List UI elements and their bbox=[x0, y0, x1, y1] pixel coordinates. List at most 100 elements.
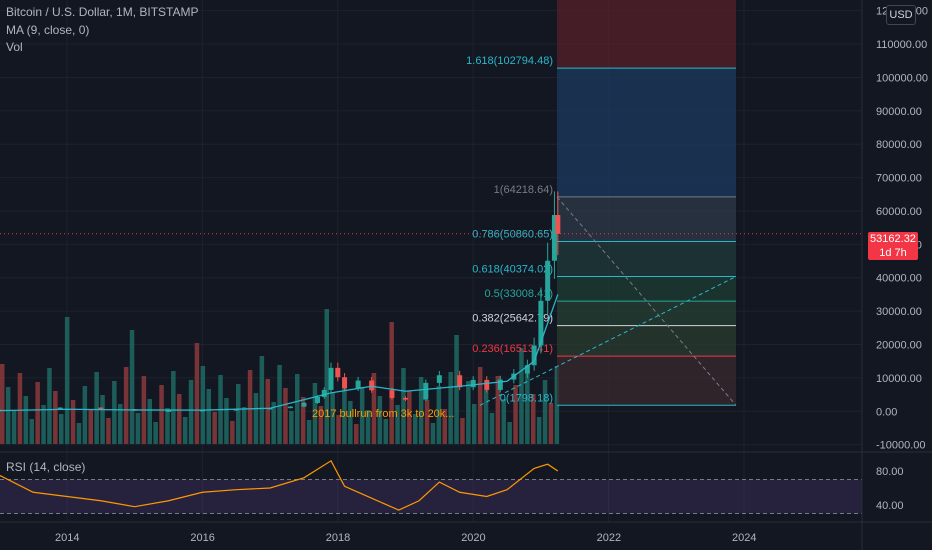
last-price-value: 53162.32 bbox=[870, 233, 916, 245]
candle-body bbox=[233, 409, 239, 411]
chart-title[interactable]: Bitcoin / U.S. Dollar, 1M, BITSTAMP bbox=[6, 5, 199, 19]
volume-bar bbox=[300, 397, 306, 444]
rsi-pane bbox=[0, 459, 862, 514]
candle-body bbox=[538, 300, 544, 346]
volume-bar bbox=[64, 317, 70, 444]
volume-bar bbox=[70, 400, 76, 444]
x-tick-label: 2018 bbox=[326, 532, 350, 544]
volume-bar bbox=[194, 343, 200, 444]
candle-body bbox=[335, 367, 341, 378]
annotation-text: 2017 bullrun from 3k to 20k... bbox=[312, 408, 454, 420]
fib-zone bbox=[557, 356, 736, 406]
candle-body bbox=[436, 375, 442, 383]
rsi-legend[interactable]: RSI (14, close) bbox=[6, 460, 86, 474]
volume-bar bbox=[401, 368, 406, 444]
volume-bar bbox=[519, 348, 524, 444]
volume-bar bbox=[5, 387, 11, 444]
y-tick-label: 110000.00 bbox=[876, 39, 927, 51]
x-tick-label: 2024 bbox=[732, 532, 756, 544]
volume-bar bbox=[525, 371, 530, 444]
rsi-band bbox=[0, 479, 862, 514]
fib-level-label: 0.786(50860.65) bbox=[472, 228, 553, 240]
volume-bar bbox=[230, 421, 235, 444]
volume-bar bbox=[59, 414, 64, 444]
rsi-line bbox=[0, 459, 559, 511]
candle-body bbox=[403, 397, 408, 400]
candle-body bbox=[57, 407, 63, 410]
volume-bar bbox=[342, 378, 347, 444]
candle-body bbox=[524, 365, 530, 374]
currency-badge[interactable]: USD bbox=[886, 5, 916, 25]
y-tick-label: 40000.00 bbox=[876, 273, 922, 285]
volume-bar bbox=[365, 410, 371, 444]
volume-bar bbox=[17, 373, 23, 444]
x-tick-label: 2014 bbox=[55, 532, 79, 544]
fib-zone bbox=[557, 276, 736, 302]
volume-bar bbox=[389, 322, 394, 444]
volume-bar bbox=[265, 379, 270, 444]
volume-bar bbox=[312, 383, 318, 444]
volume-bar bbox=[94, 372, 99, 444]
volume-bar bbox=[448, 372, 453, 444]
y-tick-label: 90000.00 bbox=[876, 106, 922, 118]
volume-bar bbox=[359, 387, 365, 444]
volume-bar bbox=[531, 394, 536, 444]
candle-body bbox=[314, 396, 320, 403]
candle-body bbox=[389, 390, 395, 398]
candle-body bbox=[369, 380, 375, 391]
volume-bar bbox=[371, 373, 377, 444]
candle-body bbox=[166, 410, 172, 412]
candle-body bbox=[355, 380, 361, 389]
candle-body bbox=[301, 402, 307, 407]
volume-bar bbox=[430, 423, 436, 444]
y-tick-label: 100000.00 bbox=[876, 72, 928, 84]
volume-bar bbox=[289, 411, 294, 444]
candle-body bbox=[555, 214, 561, 234]
fib-trend-line bbox=[556, 196, 737, 406]
vol-legend[interactable]: Vol bbox=[6, 40, 23, 54]
volume-bar bbox=[53, 391, 58, 444]
volume-bar bbox=[88, 409, 93, 444]
candle-body bbox=[321, 389, 327, 397]
volume-bar bbox=[383, 419, 388, 444]
volume-bar bbox=[236, 384, 241, 444]
candle-body bbox=[423, 382, 429, 400]
volume-bar bbox=[129, 330, 135, 444]
volume-bar bbox=[23, 396, 29, 444]
volume-bar bbox=[377, 396, 383, 444]
volume-bar bbox=[513, 385, 518, 444]
volume-bar bbox=[11, 410, 17, 444]
volume-bar bbox=[123, 367, 129, 444]
y-tick-label: -10000.00 bbox=[876, 440, 926, 452]
y-tick-label: 20000.00 bbox=[876, 340, 922, 352]
volume-bar bbox=[259, 356, 265, 444]
x-tick-label: 2022 bbox=[597, 532, 621, 544]
fib-zone bbox=[557, 241, 736, 277]
fib-level-label: 0.5(33008.41) bbox=[485, 288, 554, 300]
candle-body bbox=[531, 345, 537, 366]
volume-bar bbox=[41, 405, 46, 444]
ma-line bbox=[0, 294, 559, 412]
ma-legend[interactable]: MA (9, close, 0) bbox=[6, 23, 90, 37]
candle-body bbox=[287, 406, 293, 409]
fib-trend-line bbox=[479, 276, 737, 406]
volume-bar bbox=[407, 391, 412, 444]
volume-bar bbox=[324, 309, 329, 444]
fib-level-label: 0.618(40374.02) bbox=[472, 263, 553, 275]
volume-bar bbox=[277, 365, 282, 444]
volume-bar bbox=[348, 401, 353, 444]
volume-bar bbox=[354, 424, 359, 444]
volume-bar bbox=[76, 423, 82, 444]
candle-body bbox=[98, 407, 104, 410]
moving-average-line bbox=[0, 294, 559, 412]
fib-level-label: 1.618(102794.48) bbox=[466, 55, 553, 67]
volume-bar bbox=[495, 376, 501, 444]
volume-bar bbox=[283, 388, 288, 444]
fib-retracement[interactable]: 1.618(102794.48) 1(64218.64) 0.786(50860.6… bbox=[0, 0, 862, 406]
volume-bar bbox=[165, 408, 170, 444]
volume-bar bbox=[212, 412, 217, 444]
fib-zone bbox=[557, 325, 736, 357]
volume-bar bbox=[29, 419, 34, 444]
